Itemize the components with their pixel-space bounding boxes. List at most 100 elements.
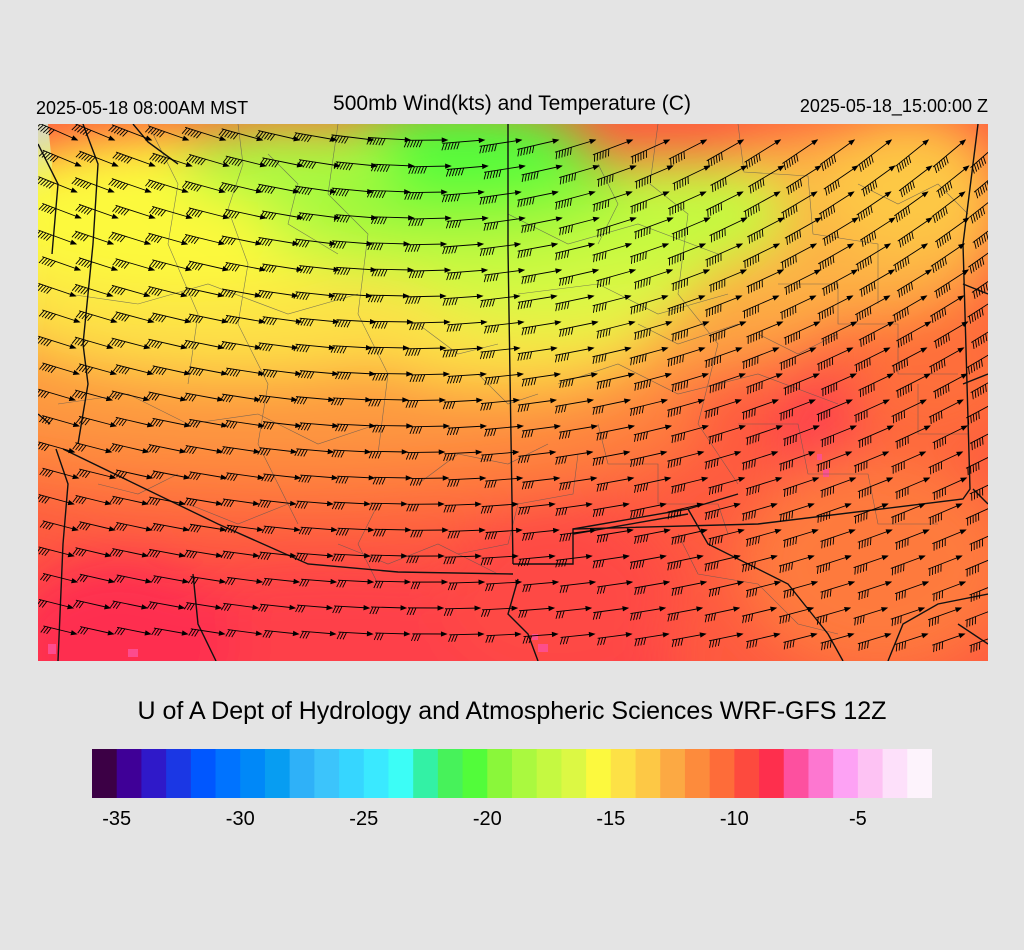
wind-barb xyxy=(935,217,970,249)
wind-barb xyxy=(592,191,633,212)
wind-barb xyxy=(38,149,82,167)
wind-barb xyxy=(709,217,748,243)
wind-barb xyxy=(633,217,674,240)
wind-barb xyxy=(479,345,521,360)
wind-barb xyxy=(109,600,149,610)
wind-barb xyxy=(406,501,445,512)
wind-barb xyxy=(34,335,77,349)
wind-barb xyxy=(225,576,264,586)
wind-barb xyxy=(442,345,484,358)
wind-barb xyxy=(405,345,447,357)
wind-barb xyxy=(371,319,414,329)
wind-barb xyxy=(934,269,970,299)
wind-barb xyxy=(746,269,785,294)
wind-barb xyxy=(294,552,334,561)
wind-barb xyxy=(446,423,488,436)
wind-barb xyxy=(294,448,335,457)
colorbar-swatch xyxy=(240,749,266,798)
wind-barb xyxy=(633,424,672,442)
wind-barb xyxy=(592,242,633,263)
wind-barb xyxy=(779,347,817,371)
wind-barb xyxy=(108,124,153,141)
map-panel xyxy=(34,122,1007,662)
wind-barb xyxy=(596,217,637,238)
wind-barb xyxy=(927,607,963,627)
wind-barb xyxy=(484,527,523,540)
temperature-colorbar xyxy=(92,749,932,798)
wind-barb xyxy=(521,320,562,336)
wind-barb xyxy=(145,338,188,350)
wind-barb xyxy=(181,180,226,194)
wind-barb xyxy=(778,554,815,574)
wind-barb xyxy=(891,399,927,424)
wind-barb xyxy=(671,580,708,597)
wind-barb xyxy=(521,164,563,183)
wind-barb xyxy=(554,139,597,160)
wind-barb xyxy=(39,362,80,375)
wind-barb xyxy=(484,423,525,437)
wind-barb xyxy=(521,475,561,490)
colorbar-swatch xyxy=(289,749,315,798)
wind-barb xyxy=(820,581,856,600)
wind-barb xyxy=(671,373,709,393)
wind-barb xyxy=(406,553,445,564)
colorbar-swatch xyxy=(882,749,908,798)
wind-barb xyxy=(329,134,375,144)
wind-barb xyxy=(559,164,600,185)
wind-barb xyxy=(186,313,229,324)
colorbar-swatch xyxy=(92,749,118,798)
wind-barb xyxy=(331,553,371,562)
wind-barb xyxy=(894,633,929,652)
forecast-map xyxy=(34,122,1007,662)
wind-barb xyxy=(932,477,968,500)
wind-barb xyxy=(259,157,304,168)
wind-barb xyxy=(410,527,449,538)
wind-barb xyxy=(150,470,191,480)
wind-barb xyxy=(71,389,113,402)
wind-barb xyxy=(708,269,748,293)
wind-barb xyxy=(559,424,598,440)
wind-barb xyxy=(895,139,930,173)
wind-barb xyxy=(891,451,927,474)
wind-barb xyxy=(592,294,632,313)
map-title: 500mb Wind(kts) and Temperature (C) xyxy=(333,92,691,115)
wind-barb xyxy=(558,268,600,287)
wind-barb xyxy=(667,606,704,622)
wind-barb xyxy=(896,321,932,348)
wind-barb xyxy=(479,190,522,205)
wind-barb xyxy=(671,528,708,545)
colorbar-swatch xyxy=(808,749,834,798)
wind-barb xyxy=(109,548,149,558)
wind-barb xyxy=(484,371,525,386)
wind-barb xyxy=(367,345,410,355)
wind-barb xyxy=(672,165,711,191)
wind-barb xyxy=(630,139,671,164)
wind-barb xyxy=(853,607,889,626)
wind-barb xyxy=(741,347,780,370)
colorbar-swatch xyxy=(635,749,661,798)
wind-barb xyxy=(857,139,893,172)
wind-barb xyxy=(555,398,594,414)
wind-barb xyxy=(484,475,524,489)
wind-barb xyxy=(820,477,857,498)
wind-barb xyxy=(370,163,415,173)
wind-barb xyxy=(40,572,79,584)
wind-barb xyxy=(930,243,966,273)
wind-barb xyxy=(596,372,635,390)
wind-barb xyxy=(596,528,634,543)
wind-barb xyxy=(479,242,522,257)
wind-barb xyxy=(257,499,297,509)
wind-barb xyxy=(38,202,82,219)
wind-barb xyxy=(441,137,486,151)
wind-barb xyxy=(480,501,519,514)
wind-barb xyxy=(369,501,408,511)
wind-barb xyxy=(783,321,821,345)
wind-barb xyxy=(373,579,412,589)
wind-barb xyxy=(781,191,818,220)
wind-barb xyxy=(818,191,855,221)
wind-barb xyxy=(182,234,226,246)
wind-barb xyxy=(816,347,854,372)
temperature-hotspots xyxy=(48,454,829,657)
wind-barb xyxy=(933,373,968,399)
wind-barb xyxy=(36,599,75,610)
